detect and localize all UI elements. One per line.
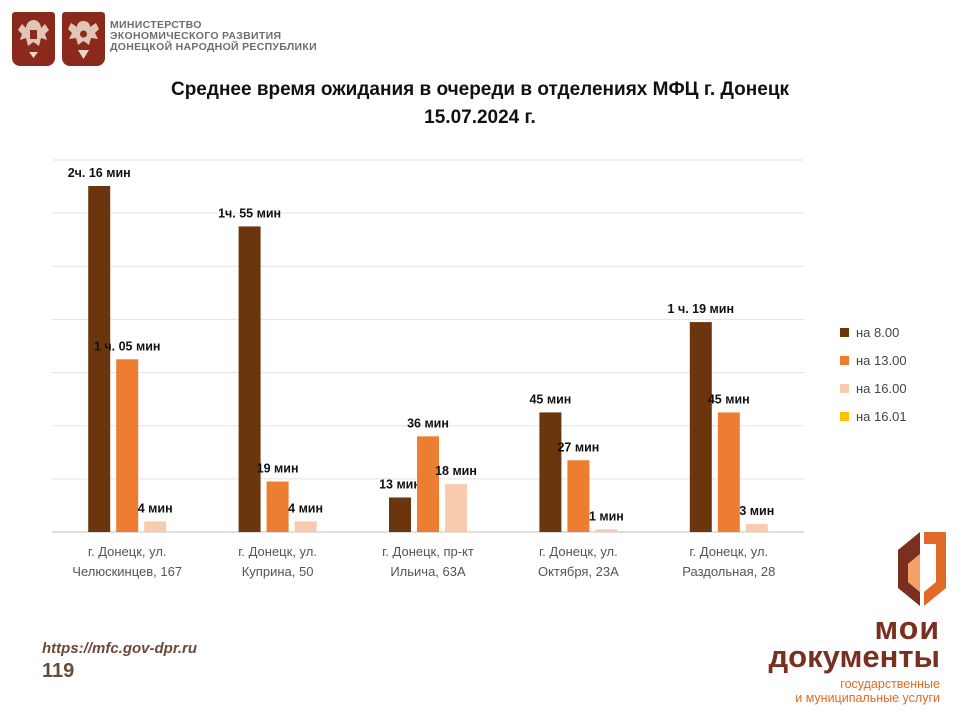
data-label: 3 мин	[739, 504, 774, 518]
category-tick-label: г. Донецк, пр-кт	[382, 544, 474, 559]
logo-subtitle-line: государственные	[840, 677, 940, 691]
bar	[266, 481, 289, 532]
category-tick-label: г. Донецк, ул.	[238, 544, 317, 559]
bar	[88, 186, 111, 532]
bar	[389, 497, 411, 532]
chart-title-line-2: 15.07.2024 г.	[424, 107, 536, 128]
legend-item: на 8.00	[840, 318, 907, 346]
page-number: 119	[42, 660, 75, 682]
bar	[595, 529, 618, 532]
russia-coat-of-arms-icon	[12, 12, 55, 66]
data-label: 36 мин	[407, 416, 449, 430]
legend-swatch	[840, 383, 849, 393]
bar	[745, 524, 768, 532]
data-label: 1 ч. 19 мин	[668, 302, 735, 316]
bar	[417, 436, 439, 532]
ministry-line: ДОНЕЦКОЙ НАРОДНОЙ РЕСПУБЛИКИ	[110, 41, 317, 53]
bar	[539, 412, 562, 532]
category-tick-label: Куприна, 50	[242, 564, 314, 579]
ministry-line: ЭКОНОМИЧЕСКОГО РАЗВИТИЯ	[110, 30, 282, 42]
category-tick-label: г. Донецк, ул.	[88, 544, 167, 559]
category-tick-label: Октября, 23А	[538, 564, 619, 579]
category-tick-label: г. Донецк, ул.	[689, 544, 768, 559]
bar	[689, 322, 712, 532]
data-label: 45 мин	[708, 392, 750, 406]
chart-title-line-1: Среднее время ожидания в очереди в отдел…	[170, 79, 790, 100]
chart-legend: на 8.00 на 13.00 на 16.00 на 16.01	[840, 318, 907, 430]
legend-label: на 16.01	[856, 408, 907, 424]
data-label: 4 мин	[288, 501, 323, 515]
legend-swatch	[840, 411, 849, 421]
logo-subtitle-line: и муниципальные услуги	[795, 691, 940, 705]
dpr-coat-of-arms-icon	[62, 12, 105, 66]
bar	[238, 226, 261, 532]
logo-text-moi: мои	[874, 610, 940, 646]
category-tick-label: г. Донецк, ул.	[539, 544, 618, 559]
logo-text-dokumenty: документы	[768, 639, 940, 674]
bar	[294, 521, 317, 532]
legend-label: на 8.00	[856, 324, 900, 340]
bar	[144, 521, 167, 532]
data-label: 19 мин	[257, 462, 299, 476]
chart-title: Среднее время ожидания в очереди в отдел…	[0, 76, 960, 132]
data-label: 45 мин	[529, 392, 571, 406]
ministry-line: МИНИСТЕРСТВО	[110, 19, 202, 31]
legend-item: на 16.00	[840, 374, 907, 402]
ministry-name: МИНИСТЕРСТВО ЭКОНОМИЧЕСКОГО РАЗВИТИЯ ДОН…	[110, 20, 350, 53]
moi-dokumenty-logo-icon	[898, 532, 946, 606]
data-label: 27 мин	[557, 440, 599, 454]
legend-item: на 16.01	[840, 402, 907, 430]
data-label: 18 мин	[435, 464, 477, 478]
website-url[interactable]: https://mfc.gov-dpr.ru	[42, 640, 197, 657]
legend-label: на 13.00	[856, 352, 907, 368]
category-tick-label: Ильича, 63А	[390, 564, 466, 579]
legend-swatch	[840, 327, 849, 337]
logo-subtitle: государственные и муниципальные услуги	[795, 677, 940, 705]
bar	[116, 359, 139, 532]
data-label: 4 мин	[138, 501, 173, 515]
legend-swatch	[840, 355, 849, 365]
bar	[445, 484, 467, 532]
data-label: 1ч. 55 мин	[218, 206, 281, 220]
bar	[717, 412, 740, 532]
legend-label: на 16.00	[856, 380, 907, 396]
bar	[567, 460, 590, 532]
data-label: 1 мин	[589, 509, 624, 523]
category-tick-label: Раздольная, 28	[682, 564, 775, 579]
moi-dokumenty-logo: мои документы государственные и муниципа…	[720, 530, 950, 710]
data-label: 1 ч. 05 мин	[94, 339, 161, 353]
data-label: 13 мин	[379, 477, 421, 491]
legend-item: на 13.00	[840, 346, 907, 374]
category-tick-label: Челюскинцев, 167	[72, 564, 182, 579]
data-label: 2ч. 16 мин	[68, 166, 131, 180]
